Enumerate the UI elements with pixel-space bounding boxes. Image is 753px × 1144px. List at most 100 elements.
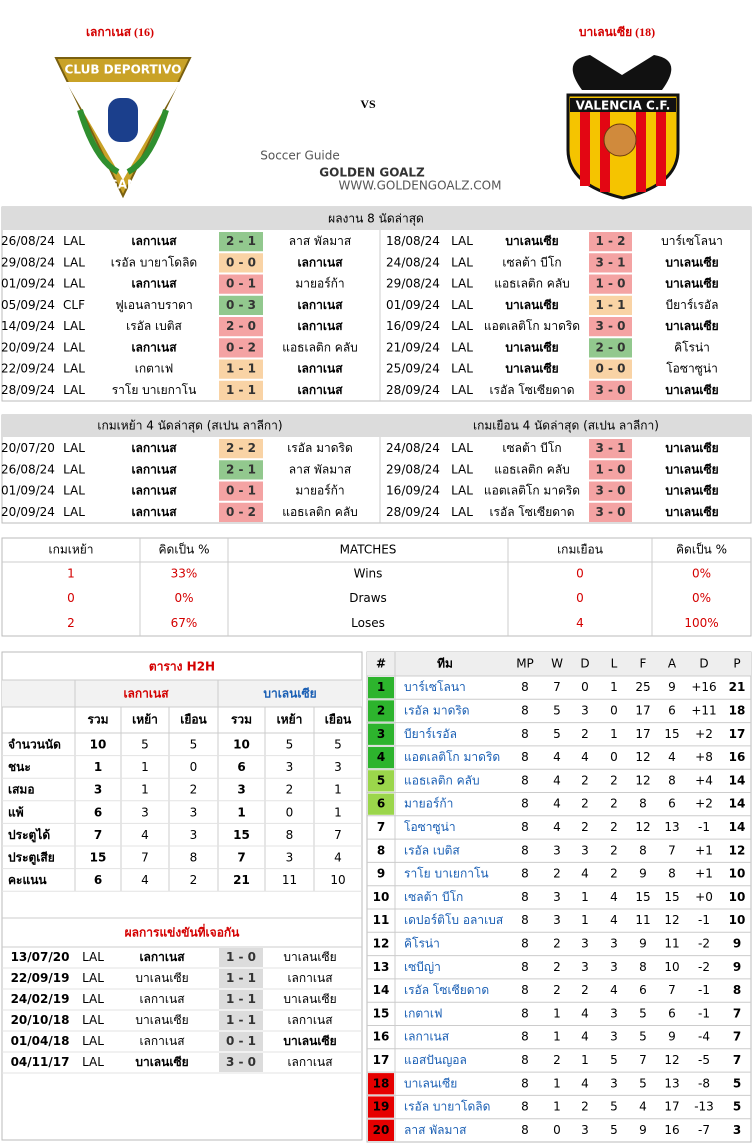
- rank-badge: [368, 677, 394, 699]
- stat: 8: [521, 797, 529, 811]
- rank-badge: [368, 793, 394, 815]
- h2h-value: 15: [90, 851, 107, 865]
- score: 3 - 0: [595, 505, 625, 519]
- h2h-value: 10: [90, 738, 107, 752]
- score: 0 - 1: [226, 277, 256, 291]
- h2h-value: 6: [94, 873, 102, 887]
- league: LAL: [82, 1055, 104, 1069]
- stat: 2: [553, 867, 561, 881]
- h2h-value: 7: [237, 851, 245, 865]
- stat: 10: [729, 890, 746, 904]
- stat: 11: [635, 913, 650, 927]
- rank-badge: [368, 770, 394, 792]
- home-team: เกตาเฟ: [135, 362, 174, 376]
- stat: 3: [610, 1076, 618, 1090]
- score: 0 - 0: [595, 362, 625, 376]
- away-team: เลกาเนส: [297, 255, 343, 269]
- h2h-value: 15: [233, 828, 250, 842]
- summary-value: 67%: [171, 616, 198, 630]
- stat: -2: [698, 936, 710, 950]
- stat: 8: [639, 797, 647, 811]
- away-team: แอธเลติก คลับ: [282, 340, 358, 354]
- score-cell: [589, 359, 632, 379]
- stat: -13: [694, 1100, 714, 1114]
- stat: -1: [698, 983, 710, 997]
- away-team: แอธเลติก คลับ: [282, 505, 358, 519]
- h2h-value: 5: [334, 738, 342, 752]
- band: [570, 98, 676, 112]
- summary-value: 4: [576, 616, 584, 630]
- score-cell: [219, 317, 263, 337]
- stat: 8: [521, 727, 529, 741]
- away-team: บาเลนเซีย: [665, 505, 718, 519]
- score: 0 - 2: [226, 505, 256, 519]
- score: 2 - 1: [226, 234, 256, 248]
- stat: 8: [668, 867, 676, 881]
- date: 26/08/24: [1, 462, 55, 476]
- score-cell: [589, 317, 632, 337]
- h2h-value: 3: [286, 760, 294, 774]
- date: 22/09/24: [1, 362, 55, 376]
- stat: 6: [668, 797, 676, 811]
- team-name: แอตเลติโก มาดริด: [404, 750, 500, 764]
- stat: -4: [698, 1030, 710, 1044]
- score: 1 - 0: [595, 277, 625, 291]
- stat: 4: [610, 983, 618, 997]
- league: LAL: [63, 234, 85, 248]
- date: 20/10/18: [11, 1013, 70, 1027]
- h2h-value: 3: [237, 783, 245, 797]
- home-name: เลกาเนส (16): [86, 25, 154, 39]
- score-cell: [219, 359, 263, 379]
- date: 26/08/24: [1, 234, 55, 248]
- stat: +0: [695, 890, 713, 904]
- column-header: #: [376, 657, 386, 671]
- stat: 10: [373, 890, 390, 904]
- panel: [366, 651, 752, 1143]
- h2h-value: 6: [237, 760, 245, 774]
- section-title: ผลงาน 8 นัดล่าสุด: [328, 212, 424, 227]
- stat: 12: [664, 913, 679, 927]
- sub-header: เหย้า: [277, 713, 303, 727]
- league: LAL: [63, 319, 85, 333]
- h2h-value: 2: [286, 783, 294, 797]
- stat: 8: [521, 1053, 529, 1067]
- score: 0 - 3: [226, 298, 256, 312]
- stat: 2: [610, 820, 618, 834]
- stat: 8: [733, 983, 741, 997]
- stat: 17: [729, 727, 746, 741]
- stat: 18: [373, 1076, 390, 1090]
- league: LAL: [451, 362, 473, 376]
- date: 16/09/24: [386, 319, 440, 333]
- home-team: บาเลนเซีย: [135, 971, 188, 985]
- h2h-value: 2: [190, 783, 198, 797]
- stat: 8: [521, 703, 529, 717]
- section-title: เกมเยือน 4 นัดล่าสุด (สเปน ลาลีกา): [473, 419, 659, 434]
- date: 01/09/24: [386, 298, 440, 312]
- h2h-value: 3: [190, 805, 198, 819]
- stat: 5: [733, 1100, 741, 1114]
- stat: 8: [521, 913, 529, 927]
- away-team: เลกาเนส: [287, 971, 333, 985]
- home-team: ราโย บาเยกาโน: [112, 383, 197, 397]
- summary-header: เกมเหย้า: [48, 543, 93, 557]
- stat: +1: [695, 843, 713, 857]
- league: LAL: [63, 441, 85, 455]
- stat: 5: [639, 1006, 647, 1020]
- date: 04/11/17: [11, 1055, 70, 1069]
- home-team: แอตเลติโก มาดริด: [484, 319, 580, 333]
- vs: VS: [360, 97, 376, 111]
- away-team: เลกาเนส: [287, 1055, 333, 1069]
- stat: 4: [581, 1076, 589, 1090]
- stat: 3: [581, 843, 589, 857]
- stat: 4: [553, 773, 561, 787]
- h2h-value: 4: [141, 828, 149, 842]
- stat: 15: [664, 890, 679, 904]
- score-cell: [219, 1011, 263, 1030]
- stat: 9: [668, 680, 676, 694]
- away-team: บาเลนเซีย: [665, 462, 718, 476]
- away-team: โอซาซูน่า: [666, 362, 718, 377]
- h2h-value: 7: [141, 851, 149, 865]
- title-bar: [2, 207, 751, 230]
- stat: 4: [639, 1100, 647, 1114]
